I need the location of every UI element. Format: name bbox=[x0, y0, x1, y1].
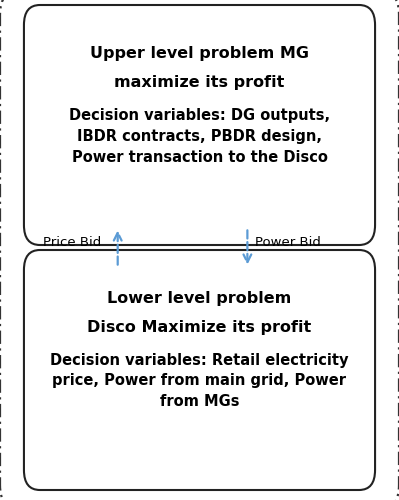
Text: Upper level problem MG: Upper level problem MG bbox=[90, 46, 309, 61]
Text: Disco Maximize its profit: Disco Maximize its profit bbox=[87, 320, 312, 335]
Text: Decision variables: Retail electricity
price, Power from main grid, Power
from M: Decision variables: Retail electricity p… bbox=[50, 352, 349, 410]
FancyBboxPatch shape bbox=[24, 250, 375, 490]
Text: Power Bid: Power Bid bbox=[255, 236, 321, 249]
Text: maximize its profit: maximize its profit bbox=[114, 75, 285, 90]
Text: Decision variables: DG outputs,
IBDR contracts, PBDR design,
Power transaction t: Decision variables: DG outputs, IBDR con… bbox=[69, 108, 330, 164]
Text: Lower level problem: Lower level problem bbox=[107, 291, 292, 306]
FancyBboxPatch shape bbox=[24, 5, 375, 245]
Text: Price Bid: Price Bid bbox=[43, 236, 102, 249]
